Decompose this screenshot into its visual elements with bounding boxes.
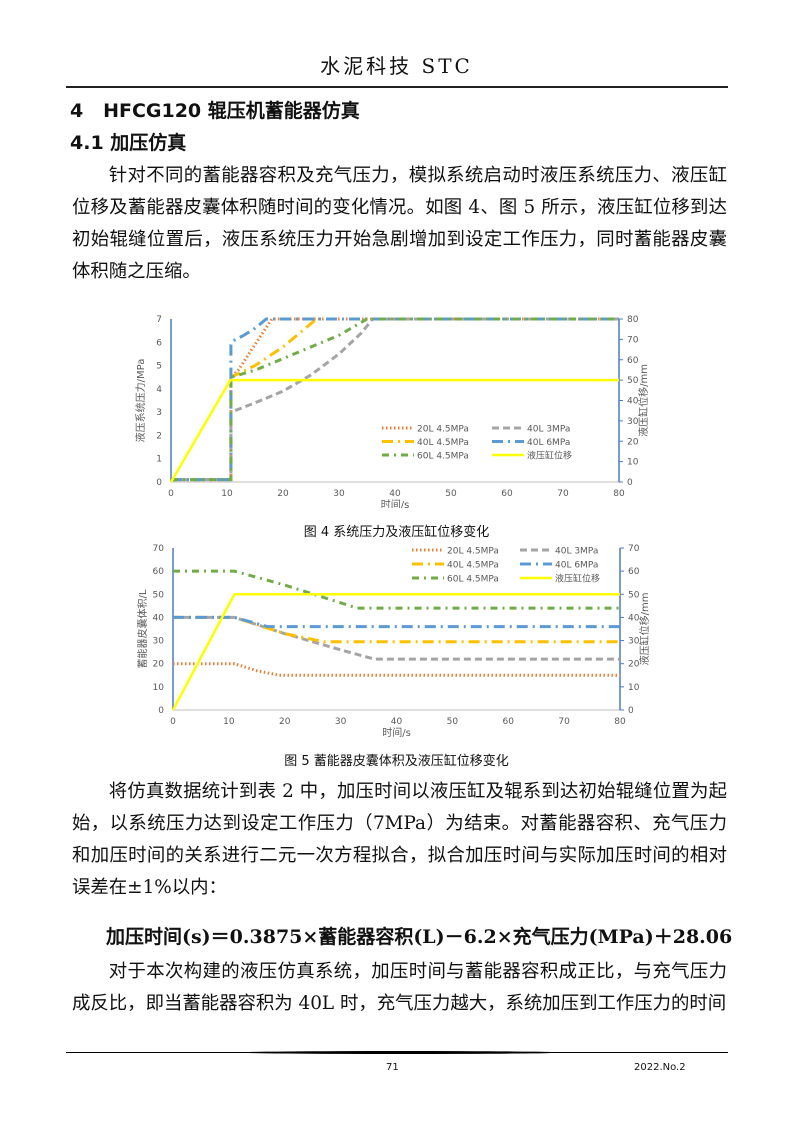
footer-rule-thick	[240, 1051, 560, 1054]
series-line	[173, 615, 620, 629]
x-tick-label: 20	[277, 489, 289, 499]
legend-label: 60L 4.5MPa	[417, 452, 469, 462]
y2-tick-label: 30	[627, 417, 639, 427]
x-tick-label: 0	[168, 489, 174, 499]
y2-axis-label: 液压缸位移/mm	[637, 364, 650, 437]
y-tick-label: 30	[153, 637, 165, 647]
y-tick-label: 60	[153, 567, 165, 577]
y-tick-label: 4	[156, 385, 162, 395]
series-line	[171, 317, 619, 482]
legend-label: 40L 6MPa	[527, 438, 570, 448]
figure-caption: 图 4 系统压力及液压缸位移变化	[303, 525, 490, 540]
x-tick-label: 80	[614, 717, 626, 727]
x-tick-label: 30	[335, 717, 347, 727]
x-tick-label: 0	[170, 717, 176, 727]
series-line	[173, 569, 620, 610]
paragraph: 针对不同的蓄能器容积及充气压力，模拟系统启动时液压系统压力、液压缸位移及蓄能器皮…	[72, 165, 727, 282]
series-line	[171, 593, 620, 711]
x-tick-label: 20	[279, 717, 291, 727]
y-tick-label: 40	[153, 613, 165, 623]
legend-label: 40L 4.5MPa	[447, 561, 499, 571]
series-line	[171, 317, 619, 482]
series-line	[173, 662, 620, 677]
y2-tick-label: 50	[628, 590, 640, 600]
fit-formula: 加压时间(s)＝0.3875×蓄能器容积(L)－6.2×充气压力(MPa)＋28…	[106, 926, 733, 948]
legend-label: 40L 3MPa	[527, 425, 570, 435]
y2-tick-label: 0	[628, 706, 634, 716]
y2-tick-label: 10	[628, 683, 640, 693]
x-tick-label: 10	[223, 717, 235, 727]
series-line	[171, 317, 619, 482]
y-tick-label: 10	[153, 683, 165, 693]
page-number: 71	[386, 1062, 399, 1073]
x-tick-label: 70	[557, 489, 569, 499]
chart-fig4: 0 10 20 30 40 50 60 70 8001234567010203040506070…	[134, 315, 650, 508]
legend-label: 40L 3MPa	[555, 547, 598, 557]
y2-tick-label: 20	[627, 437, 639, 447]
journal-header: 水泥科技 STC	[320, 54, 473, 78]
series-line	[173, 615, 620, 661]
series-line	[169, 378, 619, 483]
y2-tick-label: 30	[628, 637, 640, 647]
y2-tick-label: 0	[627, 478, 633, 488]
y-tick-label: 0	[156, 478, 162, 488]
legend-label: 40L 6MPa	[555, 561, 598, 571]
y-axis-label: 蓄能器皮囊体积/L	[136, 589, 149, 668]
x-tick-label: 40	[389, 489, 401, 499]
y2-tick-label: 10	[627, 458, 639, 468]
issue-number: 2022.No.2	[634, 1062, 686, 1073]
y2-tick-label: 70	[627, 335, 639, 345]
y2-tick-label: 20	[628, 660, 640, 670]
y2-tick-label: 60	[627, 356, 639, 366]
chart-fig5: 0 10 20 30 40 50 60 70 8001020304050607001020304…	[136, 544, 651, 738]
figure-caption: 图 5 蓄能器皮囊体积及液压缸位移变化	[284, 754, 509, 769]
legend-label: 60L 4.5MPa	[447, 575, 499, 585]
x-axis-label: 时间/s	[382, 726, 411, 738]
y2-tick-label: 50	[627, 376, 639, 386]
x-tick-label: 40	[391, 717, 403, 727]
x-tick-label: 60	[501, 489, 513, 499]
legend-label: 20L 4.5MPa	[447, 547, 499, 557]
x-tick-label: 10	[221, 489, 233, 499]
x-axis-label: 时间/s	[381, 498, 410, 508]
y2-tick-label: 80	[627, 315, 639, 325]
y-tick-label: 6	[156, 338, 162, 348]
legend-label: 液压缸位移	[527, 450, 572, 462]
legend-label: 液压缸位移	[555, 573, 600, 585]
x-tick-label: 80	[613, 489, 625, 499]
y2-axis-label: 液压缸位移/mm	[638, 593, 651, 666]
y2-tick-label: 40	[628, 613, 640, 623]
y-tick-label: 3	[156, 408, 162, 418]
y-tick-label: 50	[153, 590, 165, 600]
x-tick-label: 70	[558, 717, 570, 727]
x-tick-label: 50	[445, 489, 457, 499]
y-tick-label: 2	[156, 431, 162, 441]
y2-tick-label: 40	[627, 397, 639, 407]
y-tick-label: 70	[153, 544, 165, 554]
y-tick-label: 0	[158, 706, 164, 716]
subsection-title: 4.1 加压仿真	[70, 132, 187, 154]
legend-label: 40L 4.5MPa	[417, 438, 469, 448]
y-tick-label: 1	[156, 455, 162, 465]
y-axis-label: 液压系统压力/MPa	[134, 359, 147, 443]
y-tick-label: 5	[156, 362, 162, 372]
x-tick-label: 50	[447, 717, 459, 727]
y2-tick-label: 70	[628, 544, 640, 554]
x-tick-label: 60	[503, 717, 515, 727]
y-tick-label: 20	[153, 660, 165, 670]
paragraph: 对于本次构建的液压仿真系统，加压时间与蓄能器容积成正比，与充气压力成反比，即当蓄…	[72, 961, 727, 1014]
series-line	[173, 615, 620, 644]
y-tick-label: 7	[156, 315, 162, 325]
legend-label: 20L 4.5MPa	[417, 425, 469, 435]
x-tick-label: 30	[333, 489, 345, 499]
section-title: 4 HFCG120 辊压机蓄能器仿真	[70, 100, 360, 122]
paragraph: 将仿真数据统计到表 2 中，加压时间以液压缸及辊系到达初始辊缝位置为起始，以系统…	[72, 781, 727, 898]
y2-tick-label: 60	[628, 567, 640, 577]
header-rule	[66, 86, 728, 88]
